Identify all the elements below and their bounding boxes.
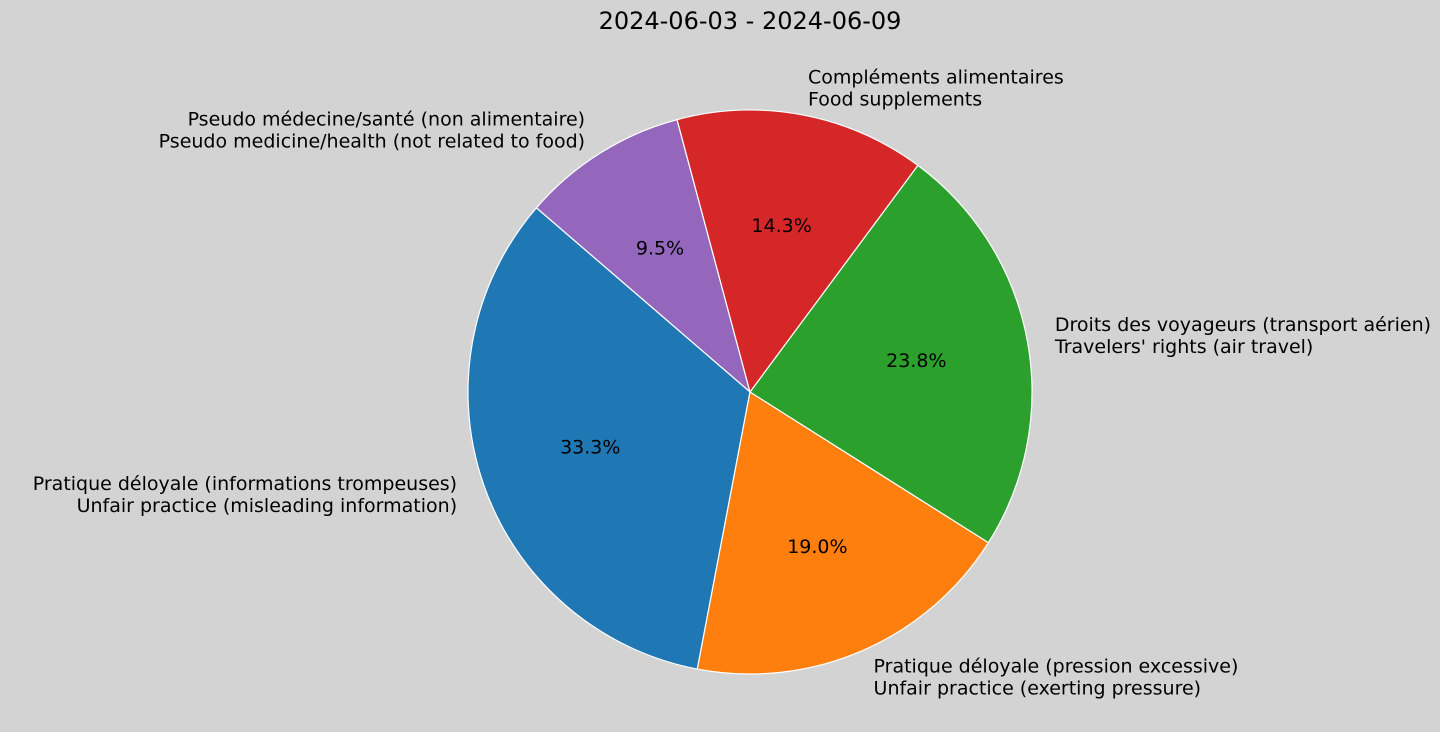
slice-label-en: Food supplements <box>808 88 982 110</box>
slice-label: Pseudo médecine/santé (non alimentaire) P… <box>159 108 585 152</box>
percent-label: 14.3% <box>751 215 811 237</box>
chart-title: 2024-06-03 - 2024-06-09 <box>599 7 902 35</box>
pie-slice-unfair-practice-exerting-pressure <box>696 391 989 675</box>
slice-label-en: Unfair practice (exerting pressure) <box>874 678 1202 700</box>
slice-label-en: Pseudo medicine/health (not related to f… <box>159 130 585 152</box>
slice-label: Droits des voyageurs (transport aérien) T… <box>1054 314 1431 358</box>
slice-label-en: Travelers' rights (air travel) <box>1054 336 1313 358</box>
slice-label-fr: Droits des voyageurs (transport aérien) <box>1055 314 1431 336</box>
slice-label-en: Unfair practice (misleading information) <box>77 495 458 517</box>
slice-label-fr: Pseudo médecine/santé (non alimentaire) <box>188 108 586 130</box>
slice-labels: Pseudo médecine/santé (non alimentaire) P… <box>33 66 1431 699</box>
pie-slice-food-supplements <box>676 109 919 393</box>
slice-label-fr: Compléments alimentaires <box>808 66 1064 88</box>
slice-label-fr: Pratique déloyale (pression excessive) <box>874 656 1239 678</box>
percent-label: 19.0% <box>787 536 847 558</box>
pie-slice-travelers-rights-air-travel <box>749 164 1033 544</box>
pie-slice-unfair-practice-misleading-information <box>467 207 751 670</box>
percent-label: 33.3% <box>560 437 620 459</box>
percent-label: 9.5% <box>636 238 684 260</box>
pie-slice-pseudo-medicine-health-not-related-to-food <box>535 119 751 393</box>
percent-label: 23.8% <box>886 350 946 372</box>
pie-slices <box>467 109 1033 675</box>
slice-label: Pratique déloyale (pression excessive) Un… <box>874 656 1239 700</box>
percent-labels: 9.5% 33.3% 19.0% 23.8% 14.3% <box>560 215 946 558</box>
slice-label-fr: Pratique déloyale (informations trompeus… <box>33 473 457 495</box>
slice-label: Pratique déloyale (informations trompeus… <box>33 473 457 517</box>
slice-label: Compléments alimentaires Food supplements <box>808 66 1064 110</box>
